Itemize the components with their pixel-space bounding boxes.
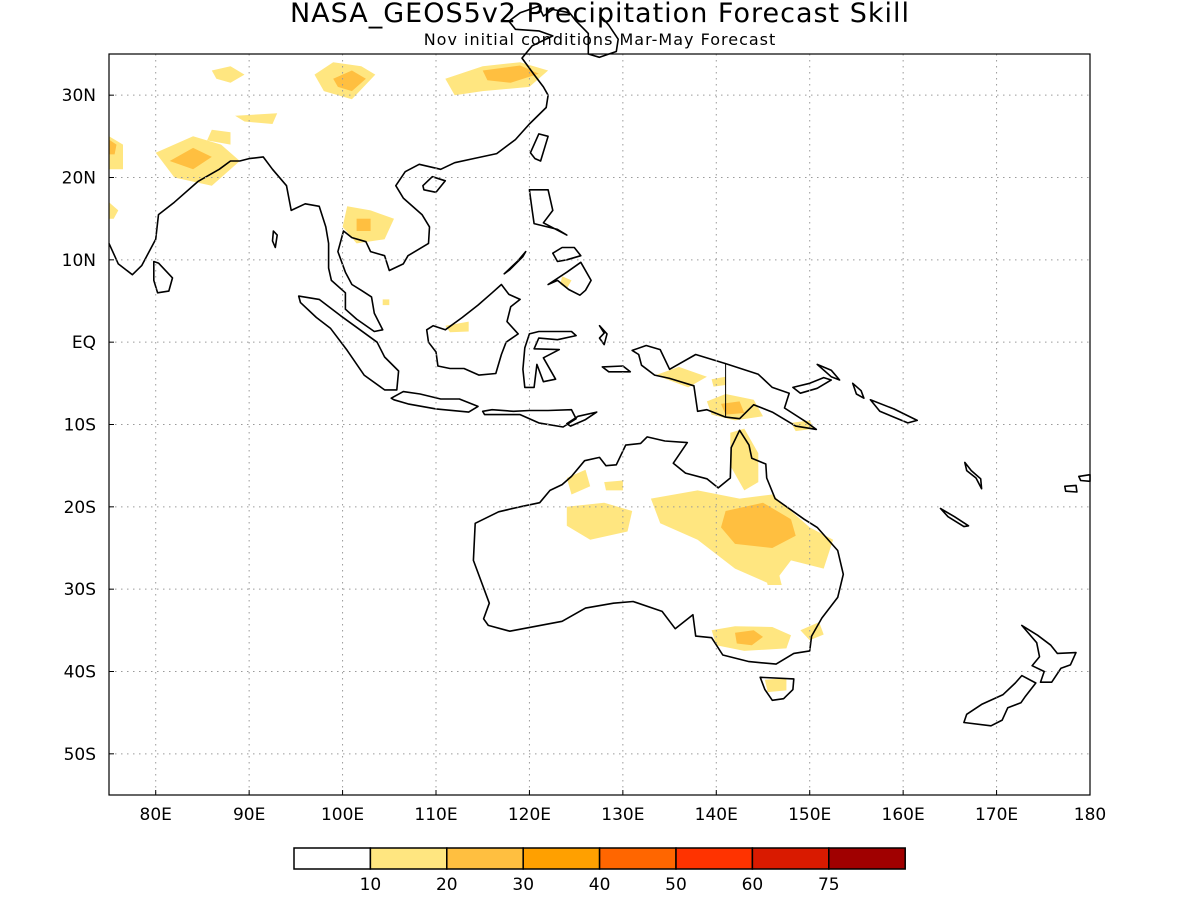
- coastline-asia-mainland: [108, 5, 570, 333]
- lat-tick-label: 10N: [62, 251, 96, 271]
- colorbar-swatch: [828, 847, 906, 870]
- coastline-palawan: [503, 250, 527, 275]
- coastline-solomons: [869, 399, 918, 424]
- lat-tick-label: 10S: [64, 416, 96, 436]
- map-subtitle: Nov initial conditions Mar-May Forecast: [424, 30, 777, 49]
- coastline-fiji: [1064, 484, 1078, 493]
- coastline-sumatra: [297, 295, 400, 391]
- skill-region-india-ne-core: [169, 147, 212, 170]
- skill-region-india-west-core: [109, 139, 117, 155]
- lon-tick-label: 170E: [975, 805, 1018, 825]
- coastline-borneo: [425, 283, 521, 376]
- lon-tick-label: 80E: [140, 805, 172, 825]
- skill-region-tibet-central-core: [333, 70, 366, 92]
- lat-tick-label: EQ: [72, 333, 96, 353]
- coastline-new-caledonia: [939, 507, 970, 528]
- skill-region-fiji-dot: [711, 376, 726, 387]
- lat-tick-label: 50S: [64, 745, 96, 765]
- coastline-bougainville: [851, 382, 865, 399]
- lon-tick-label: 130E: [601, 805, 644, 825]
- coastline-andaman: [271, 230, 278, 249]
- coastline-seram: [601, 365, 632, 373]
- skill-region-china-north-core: [482, 65, 539, 83]
- coastline-taiwan: [529, 133, 549, 162]
- coastline-new-ireland: [816, 363, 841, 381]
- skill-region-borneo-north: [445, 321, 469, 333]
- colorbar-label: 60: [742, 875, 764, 895]
- coastline-java: [390, 390, 479, 413]
- coastline-tasmania: [759, 676, 795, 702]
- colorbar-label: 10: [360, 875, 382, 895]
- skill-region-new-guinea-core: [721, 401, 745, 415]
- skill-region-new-guinea-north: [655, 366, 707, 388]
- skill-shading-layer: [109, 62, 834, 693]
- coastline-halmahera: [598, 324, 608, 346]
- skill-region-aus-arnhem-dot: [604, 480, 623, 491]
- lat-tick-label: 20N: [62, 169, 96, 189]
- lon-tick-label: 160E: [882, 805, 925, 825]
- colorbar-swatch: [675, 847, 754, 870]
- longitude-tick-labels: 80E 90E 100E 110E 120E 130E 140E 150E 160E 170E 18…: [140, 790, 1106, 825]
- skill-region-central-east-aus-core: [721, 502, 796, 548]
- map-plot-area: 30N 20N 10N EQ 10S 20S 30S 40S 50S 80E 90E 100E 110…: [62, 5, 1106, 825]
- coastline-timor: [566, 411, 598, 427]
- coastline-new-britain: [792, 376, 832, 394]
- skill-region-aus-sa-east: [763, 566, 782, 585]
- coastline-sri-lanka: [153, 260, 174, 294]
- colorbar-label: 40: [589, 875, 611, 895]
- coastline-new-guinea: [631, 344, 818, 431]
- colorbar-swatch: [446, 847, 524, 870]
- skill-region-aus-nw-interior: [566, 502, 633, 540]
- lon-tick-label: 120E: [508, 805, 551, 825]
- coastline-hainan: [422, 175, 447, 194]
- lat-tick-label: 30S: [64, 580, 96, 600]
- colorbar-label: 50: [665, 875, 687, 895]
- coastline-philippines-visayas: [552, 246, 582, 263]
- skill-region-sumatra-dot: [382, 299, 390, 306]
- colorbar-swatch: [751, 847, 830, 870]
- skill-region-india-sw: [109, 202, 119, 219]
- gridline-layer: [109, 54, 1090, 795]
- coastline-philippines-luzon: [528, 189, 568, 236]
- coastline-philippines-mindanao: [547, 261, 592, 296]
- lat-tick-label: 40S: [64, 663, 96, 683]
- lon-tick-label: 140E: [695, 805, 738, 825]
- colorbar-swatch: [522, 847, 601, 870]
- coastline-nz-north-island: [1021, 624, 1077, 683]
- skill-region-india-east-patch: [207, 129, 231, 145]
- coastline-vanuatu: [964, 461, 983, 490]
- lon-tick-label: 90E: [233, 805, 265, 825]
- colorbar-swatch: [369, 847, 448, 870]
- map-background: [109, 54, 1090, 795]
- skill-region-queensland-north: [730, 428, 759, 491]
- colorbar-swatch: [293, 847, 372, 870]
- skill-region-tasmania: [764, 678, 787, 693]
- colorbar-swatch: [598, 847, 677, 870]
- latitude-tick-labels: 30N 20N 10N EQ 10S 20S 30S 40S 50S: [62, 86, 114, 765]
- skill-region-myanmar-north: [235, 113, 278, 124]
- coastline-lesser-sunda: [481, 408, 577, 428]
- lat-tick-label: 20S: [64, 498, 96, 518]
- colorbar-label: 75: [818, 875, 840, 895]
- colorbar-label: 20: [436, 875, 458, 895]
- colorbar: 10 20 30 40 50 60 75: [293, 847, 906, 895]
- lon-tick-label: 100E: [321, 805, 364, 825]
- coastline-layer: [108, 5, 1091, 727]
- lon-tick-label: 180: [1074, 805, 1106, 825]
- lon-tick-label: 110E: [414, 805, 457, 825]
- coastline-australia: [472, 429, 845, 665]
- colorbar-label: 30: [512, 875, 534, 895]
- skill-region-thailand-core: [356, 218, 371, 231]
- skill-region-tibet-west: [211, 66, 245, 83]
- coastline-nz-south-island: [963, 674, 1037, 727]
- coastline-sulawesi: [522, 330, 577, 389]
- lat-tick-label: 30N: [62, 86, 96, 106]
- lon-tick-label: 150E: [788, 805, 831, 825]
- skill-region-aus-se-core: [735, 630, 763, 646]
- coastline-korea: [568, 12, 619, 59]
